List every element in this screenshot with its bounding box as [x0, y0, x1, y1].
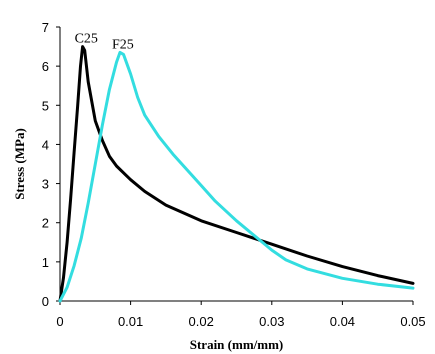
x-tick-label: 0	[56, 314, 63, 329]
x-tick-label: 0.05	[400, 314, 425, 329]
y-tick-label: 6	[42, 59, 49, 74]
series-line-f25	[58, 50, 415, 303]
x-tick-label: 0.01	[118, 314, 143, 329]
y-tick-label: 3	[42, 177, 49, 192]
plot-area: 0 1 2 3 4 5 6 7 0 0.01 0.02 0.03 0.04 0.05 C25 F25	[42, 20, 426, 329]
y-tick-label: 0	[42, 294, 49, 309]
y-tick-label: 7	[42, 20, 49, 35]
y-tick-label: 1	[42, 255, 49, 270]
series-annotations: C25 F25	[75, 32, 134, 53]
x-tick-label: 0.02	[189, 314, 214, 329]
y-tick-label: 5	[42, 98, 49, 113]
x-tick-label: 0.04	[330, 314, 355, 329]
y-tick-label: 2	[42, 216, 49, 231]
annotation-c25: C25	[75, 32, 98, 47]
x-axis-title: Strain (mm/mm)	[190, 337, 284, 352]
x-tick-label: 0.03	[259, 314, 284, 329]
y-axis-ticks: 0 1 2 3 4 5 6 7	[42, 20, 60, 309]
x-axis-ticks: 0 0.01 0.02 0.03 0.04 0.05	[56, 301, 426, 329]
series-line-c25	[58, 45, 415, 303]
y-tick-label: 4	[42, 137, 49, 152]
series-lines	[58, 45, 415, 303]
annotation-f25: F25	[112, 37, 134, 52]
y-axis-title: Stress (MPa)	[12, 128, 27, 200]
